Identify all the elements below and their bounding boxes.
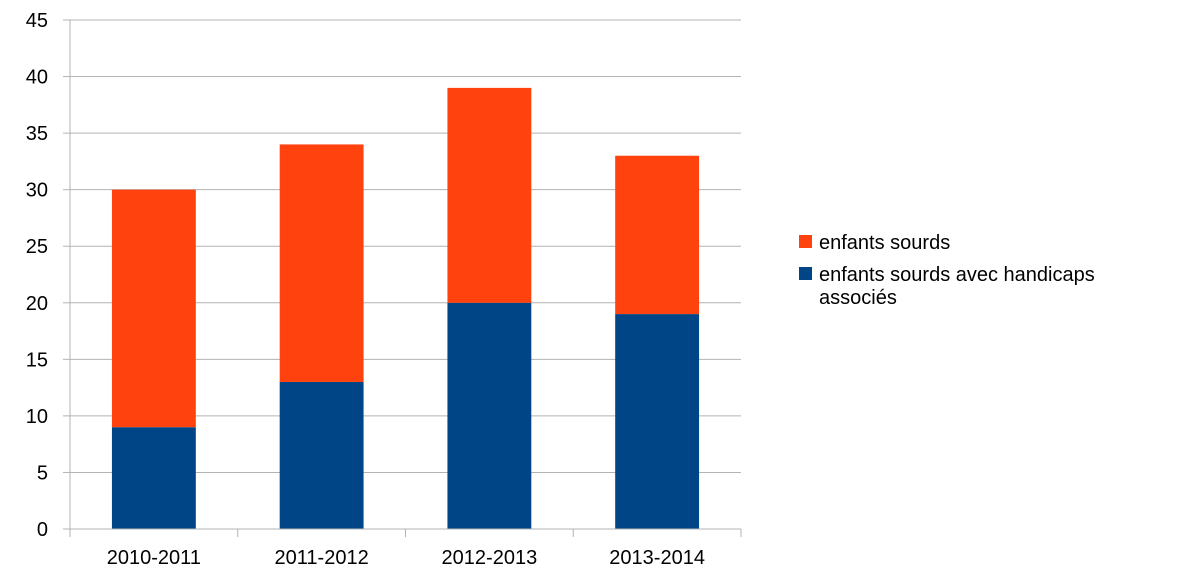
y-tick-label: 15 [26, 349, 48, 371]
x-tick-label: 2010-2011 [107, 547, 201, 569]
bar-segment [447, 302, 532, 529]
y-tick-label: 0 [37, 519, 48, 541]
bar-segment [279, 144, 364, 382]
y-tick-label: 25 [26, 236, 48, 258]
bars [111, 87, 700, 529]
y-tick-label: 10 [26, 406, 48, 428]
legend-label: enfants sourds [819, 232, 950, 254]
y-tick-label: 30 [26, 180, 48, 202]
axes [63, 19, 742, 537]
legend-label: enfants sourds avec handicaps associés [819, 264, 1095, 309]
x-tick-label: 2013-2014 [609, 547, 705, 569]
legend: enfants sourds enfants sourds avec handic… [799, 232, 1095, 309]
y-tick-labels: 0 5 10 15 20 25 30 35 40 45 [26, 10, 48, 541]
bar-segment [615, 314, 700, 529]
x-tick-label: 2012-2013 [442, 547, 538, 569]
x-tick-labels: 2010-2011 2011-2012 2012-2013 2013-2014 [107, 547, 705, 569]
y-tick-label: 45 [26, 10, 48, 32]
legend-swatch [799, 267, 812, 280]
bar-segment [447, 87, 532, 303]
legend-swatch [799, 235, 812, 248]
bar-segment [111, 189, 196, 428]
y-tick-label: 35 [26, 123, 48, 145]
y-tick-label: 40 [26, 67, 48, 89]
y-tick-label: 20 [26, 293, 48, 315]
bar-segment [279, 381, 364, 529]
bar-segment [615, 155, 700, 315]
bar-segment [111, 427, 196, 529]
x-tick-label: 2011-2012 [275, 547, 369, 569]
y-tick-label: 5 [37, 462, 48, 484]
